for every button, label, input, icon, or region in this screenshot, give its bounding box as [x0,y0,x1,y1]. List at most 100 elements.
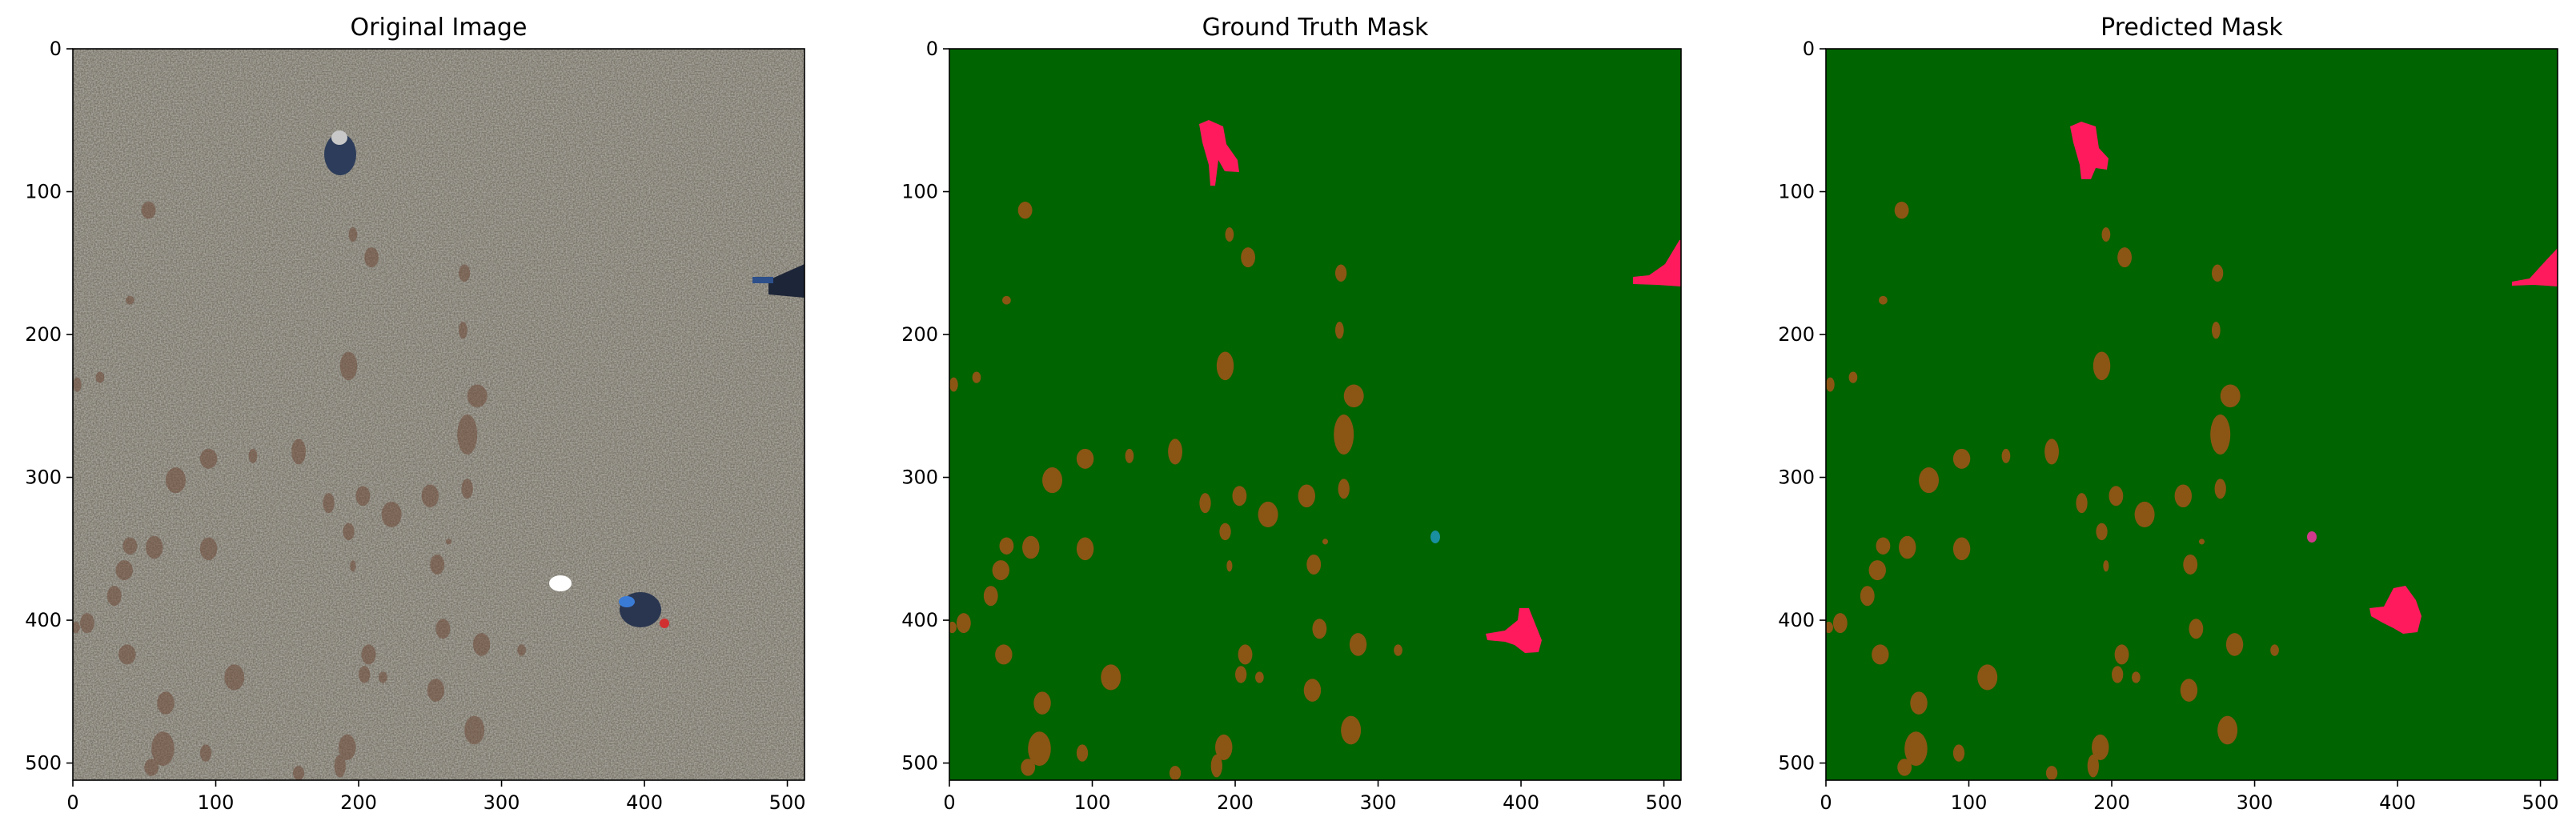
mound-blob [1879,295,1888,305]
mound-blob [379,671,387,683]
y-tick-label: 100 [25,181,62,203]
x-tick-label: 500 [2522,791,2559,814]
x-tick-label: 0 [1820,791,1832,814]
mound-blob [95,371,105,383]
y-tick-label: 100 [901,181,938,203]
mound-blob [1255,671,1264,683]
panel-title: Ground Truth Mask [1202,14,1429,42]
mound-blob [2270,644,2279,656]
x-tick-label: 300 [2237,791,2273,814]
mound-blob [2211,321,2221,339]
mound-blob [1897,759,1912,776]
mound-blob [126,295,134,305]
mound-blob [1235,666,1247,683]
panel-ground-truth-mask: Ground Truth Mask [949,14,1681,780]
y-tick-label: 200 [901,323,938,346]
mound-blob [1219,523,1231,541]
mound-blob [350,560,356,572]
x-tick-label: 400 [626,791,663,814]
mound-blob [1232,486,1247,507]
mask-area [1826,49,2558,780]
mound-blob [2225,633,2244,656]
mound-blob [334,754,346,778]
mound-blob [1215,734,1233,761]
y-tick-label: 0 [50,38,62,60]
y-tick-label: 100 [1778,181,1815,203]
mound-blob [151,731,175,767]
mound-blob [464,715,485,745]
mound-blob [1238,644,1253,665]
mound-blob [1216,351,1234,381]
mound-blob [1199,493,1211,514]
mound-blob [1334,414,1354,455]
x-tick-label: 200 [340,791,377,814]
y-tick-label: 300 [25,467,62,489]
mound-blob [343,523,355,541]
mound-blob [1169,766,1182,780]
x-tick-label: 400 [1503,791,1539,814]
mound-blob [1298,484,1315,508]
x-tick-label: 0 [66,791,78,814]
mound-blob [224,664,245,691]
mound-blob [1349,633,1367,656]
mound-blob [381,501,402,528]
mound-blob [435,619,451,639]
mound-blob [146,535,163,559]
mound-blob [2189,619,2204,639]
mound-blob [166,467,187,494]
mound-blob [1076,537,1094,561]
mound-blob [348,227,358,242]
mound-blob [1894,202,1909,219]
mound-blob [2096,523,2108,541]
mound-blob [995,644,1013,665]
mound-blob [339,351,358,381]
mound-blob [2117,247,2133,268]
mound-blob [2183,554,2198,575]
mound-blob [199,537,218,561]
mound-blob [1076,744,1089,762]
mound-blob [1826,377,1835,392]
mound-blob [457,414,478,455]
mound-blob [1028,731,1051,767]
axes-frame [949,48,1682,781]
y-tick-label: 500 [25,752,62,775]
mound-blob [79,613,94,634]
x-tick-label: 100 [1074,791,1111,814]
mound-blob [1919,467,1940,494]
mound-blob [1312,619,1327,639]
y-tick-label: 200 [1778,323,1815,346]
y-tick-label: 500 [1778,752,1815,775]
mound-blob [956,613,971,634]
mound-blob [1860,586,1875,607]
mound-blob [1033,691,1051,715]
x-tick-label: 500 [1646,791,1683,814]
mound-blob [1210,754,1222,778]
y-tick-label: 300 [1778,467,1815,489]
mound-blob [2044,439,2059,465]
mound-blob [2087,754,2099,778]
mound-blob [1338,479,1350,499]
mound-blob [2174,484,2192,508]
mound-blob [1334,264,1347,282]
mound-blob [949,621,957,634]
mound-blob [73,621,80,634]
y-tick-label: 300 [901,467,938,489]
mound-blob [1002,295,1011,305]
mound-blob [992,560,1009,581]
mound-blob [1076,448,1094,469]
mound-blob [1125,448,1134,463]
y-tick-label: 200 [25,323,62,346]
mound-blob [472,633,491,656]
mound-blob [1334,321,1344,339]
mound-blob [73,377,82,392]
photo-mounds [73,202,526,780]
x-tick-label: 200 [1217,791,1254,814]
pred-people [2070,122,2558,634]
mound-blob [1022,535,1040,559]
mound-blob [1977,664,1998,691]
x-tick-label: 100 [198,791,235,814]
mound-blob [106,586,122,607]
mound-blob [1258,501,1278,528]
mound-blob [1848,371,1858,383]
y-tick-label: 0 [926,38,938,60]
